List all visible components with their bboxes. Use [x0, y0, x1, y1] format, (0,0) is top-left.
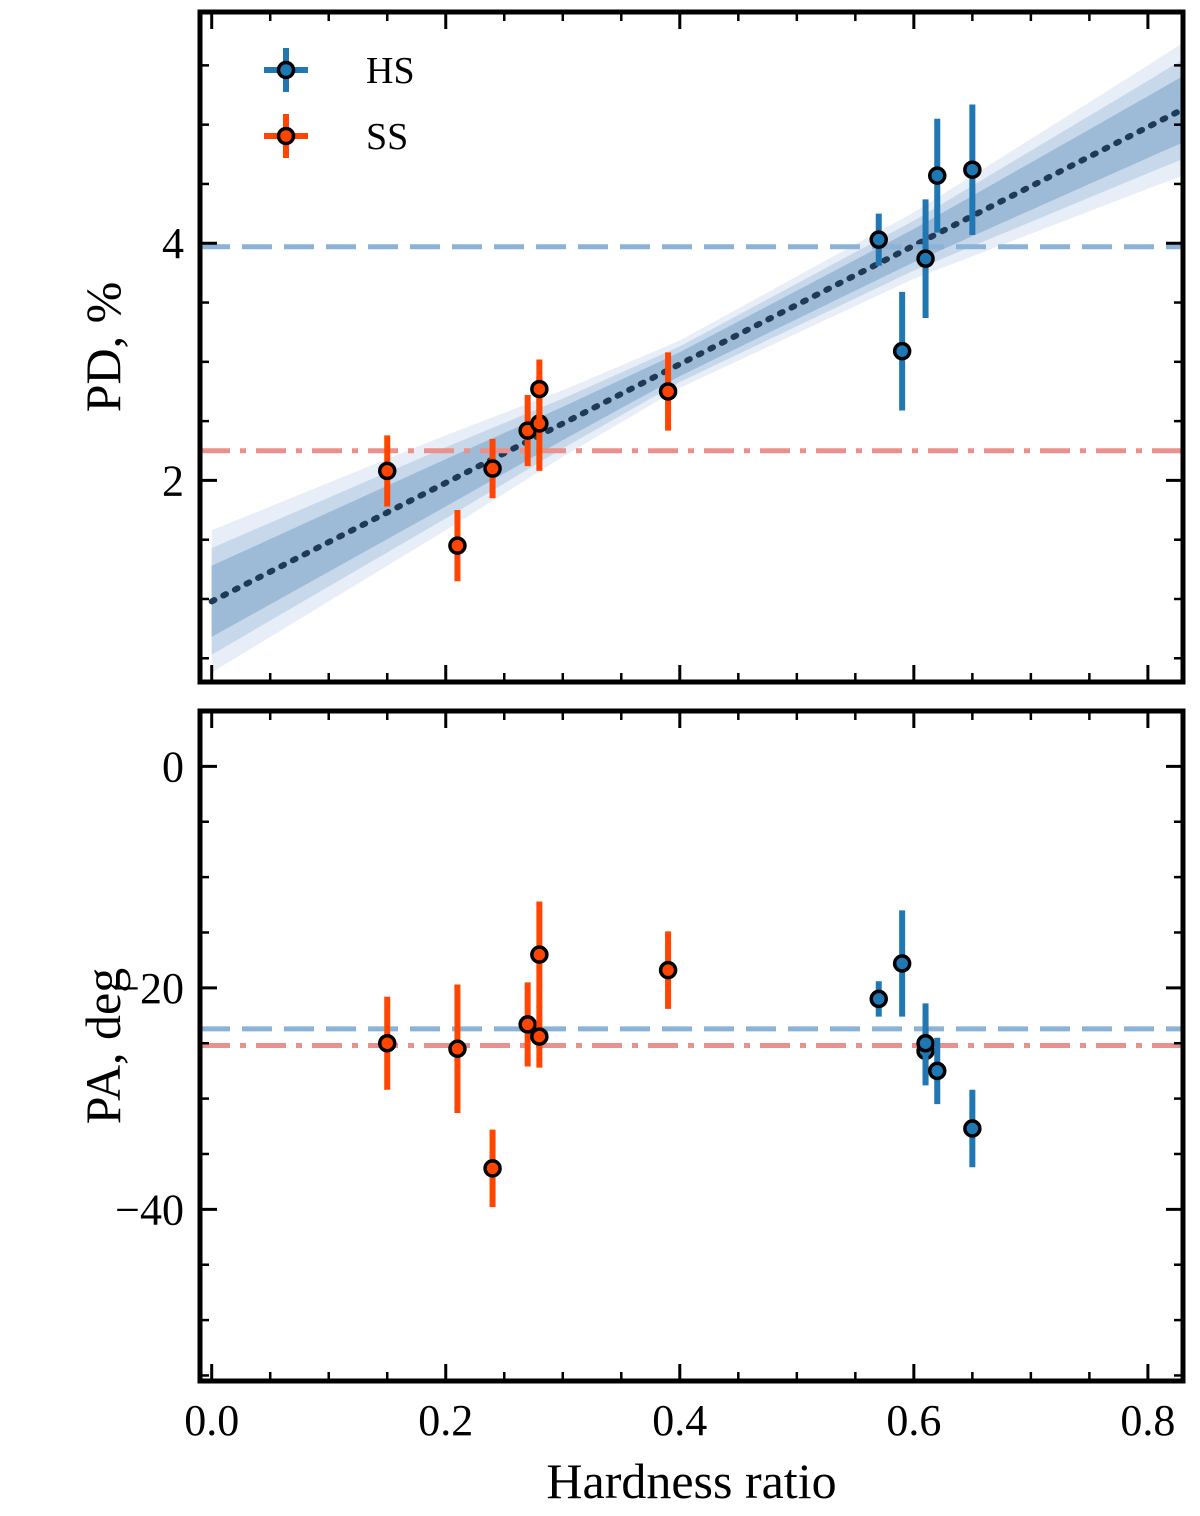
pa-plot-area	[200, 901, 1183, 1208]
ss-data-point	[530, 945, 549, 964]
legend-marker-ss	[276, 126, 296, 146]
ss-data-point	[658, 960, 678, 980]
y-tick-label: 4	[162, 219, 184, 268]
ss-data-point	[658, 382, 678, 401]
legend-label-ss: SS	[366, 116, 408, 158]
ss-data-point	[377, 461, 397, 481]
ss-data-point	[448, 536, 467, 555]
y-tick-label: −40	[115, 1185, 184, 1234]
legend-label-hs: HS	[366, 50, 415, 92]
x-tick-label: 0.8	[1120, 1396, 1175, 1445]
pa-panel: 0 −20 −40 0.0 0.2 0.4 0.6 0.8 PA, deg Hardness ra…	[75, 708, 1186, 1509]
y-tick-label: −20	[115, 964, 184, 1013]
series-hs	[869, 910, 982, 1168]
hs-data-point	[916, 1033, 935, 1053]
legend: HS SS	[264, 48, 415, 158]
hs-data-point	[892, 341, 912, 361]
series-ss	[377, 352, 678, 582]
fit-line	[208, 106, 1183, 605]
hs-data-point	[928, 1061, 947, 1081]
x-tick-label: 0.4	[652, 1396, 707, 1445]
x-tick-label: 0.0	[184, 1396, 239, 1445]
x-axis-label: Hardness ratio	[546, 1453, 836, 1509]
ss-data-point	[530, 1027, 549, 1046]
pa-ticks	[200, 709, 1183, 1381]
x-tick-label: 0.6	[886, 1396, 941, 1445]
y-tick-label: 0	[162, 742, 184, 791]
series-hs	[869, 104, 982, 411]
ss-data-point	[483, 1159, 502, 1178]
hs-data-point	[963, 1119, 982, 1138]
legend-marker-hs	[276, 60, 296, 80]
pa-y-axis-label: PA, deg	[75, 968, 131, 1125]
hs-data-point	[869, 989, 888, 1009]
pd-panel: 2 4 PD, % HS SS	[75, 9, 1186, 685]
y-tick-label: 2	[162, 456, 184, 505]
hs-data-point	[928, 166, 947, 185]
hs-data-point	[963, 160, 982, 179]
hs-data-point	[916, 249, 935, 268]
ss-data-point	[448, 1039, 467, 1059]
ss-data-point	[377, 1033, 397, 1053]
pd-y-axis-label: PD, %	[75, 282, 131, 413]
ss-data-point	[518, 1015, 537, 1034]
series-ss	[377, 901, 678, 1208]
pa-frame	[197, 708, 1186, 1384]
hs-data-point	[869, 230, 888, 249]
hs-data-point	[892, 954, 912, 973]
ss-data-point	[483, 459, 502, 478]
pd-plot-area	[200, 42, 1183, 673]
x-tick-label: 0.2	[418, 1396, 473, 1445]
ss-data-point	[530, 379, 549, 399]
pd-frame	[197, 9, 1186, 685]
